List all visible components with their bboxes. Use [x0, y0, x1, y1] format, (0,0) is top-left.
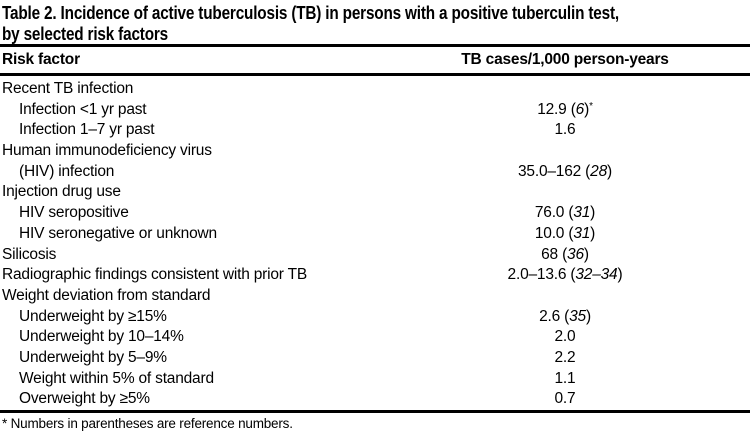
risk-factor-label: Overweight by ≥5%: [19, 390, 150, 408]
table-row: Silicosis 68 (36): [0, 245, 750, 266]
table-title-line-1: Table 2. Incidence of active tuberculosi…: [2, 3, 619, 23]
risk-factor-label: Underweight by 5–9%: [19, 348, 167, 366]
reference-number: 35: [569, 307, 586, 325]
rule-bottom: [0, 410, 750, 413]
table-row: HIV seropositive 76.0 (31): [0, 203, 750, 224]
risk-factor-label: Infection <1 yr past: [19, 100, 147, 118]
risk-factor-label: Injection drug use: [2, 183, 121, 201]
table-row: Underweight by 10–14% 2.0: [0, 327, 750, 348]
risk-factor-label: Radiographic findings consistent with pr…: [2, 266, 307, 284]
reference-number: 32–34: [575, 266, 618, 284]
rule-below-header: [0, 73, 750, 76]
footnote-marker: *: [589, 100, 593, 112]
risk-factor-label: Human immunodeficiency virus: [2, 142, 212, 160]
risk-factor-label: HIV seropositive: [19, 204, 129, 222]
table-row: HIV seronegative or unknown 10.0 (31): [0, 224, 750, 245]
table-row: (HIV) infection 35.0–162 (28): [0, 162, 750, 183]
tb-cases-value: 1.1: [554, 369, 576, 387]
table-row: Weight within 5% of standard 1.1: [0, 369, 750, 390]
risk-factor-label: Weight deviation from standard: [2, 286, 211, 304]
table-row: Infection <1 yr past 12.9 (6)*: [0, 100, 750, 121]
table-body: Recent TB infection Infection <1 yr past 1…: [0, 76, 750, 410]
risk-factor-label: (HIV) infection: [19, 162, 115, 180]
risk-factor-label: Underweight by ≥15%: [19, 307, 167, 325]
table-title: Table 2. Incidence of active tuberculosi…: [0, 0, 750, 44]
tb-cases-value: 2.2: [554, 348, 576, 366]
table-title-line-2: by selected risk factors: [2, 24, 169, 44]
column-header-tb-cases: TB cases/1,000 person-years: [461, 51, 669, 68]
table-row: Overweight by ≥5% 0.7: [0, 389, 750, 410]
risk-factor-label: Weight within 5% of standard: [19, 369, 214, 387]
reference-number: 36: [567, 245, 584, 263]
tb-cases-value: 2.6 (35): [539, 307, 591, 325]
risk-factor-label: Silicosis: [2, 245, 57, 263]
table-header-row: Risk factor TB cases/1,000 person-years: [0, 47, 750, 73]
column-header-risk-factor: Risk factor: [2, 51, 80, 68]
tb-cases-value: 0.7: [554, 390, 576, 408]
tb-cases-value: 1.6: [554, 121, 576, 139]
reference-number: 6: [575, 100, 585, 118]
rule-top: [0, 44, 750, 47]
tb-cases-value: 2.0–13.6 (32–34): [507, 266, 623, 284]
table-row: Underweight by ≥15% 2.6 (35): [0, 307, 750, 328]
table-row: Injection drug use: [0, 182, 750, 203]
table-row: Underweight by 5–9% 2.2: [0, 348, 750, 369]
table-row: Weight deviation from standard: [0, 286, 750, 307]
table-row: Infection 1–7 yr past 1.6: [0, 120, 750, 141]
risk-factor-label: Underweight by 10–14%: [19, 328, 184, 346]
reference-number: 28: [590, 162, 607, 180]
tb-cases-value: 2.0: [554, 328, 576, 346]
risk-factor-label: Infection 1–7 yr past: [19, 121, 155, 139]
risk-factor-label: HIV seronegative or unknown: [19, 224, 217, 242]
risk-factor-label: Recent TB infection: [2, 80, 134, 97]
table-row: Radiographic findings consistent with pr…: [0, 265, 750, 286]
tb-cases-value: 10.0 (31): [534, 224, 596, 242]
tb-cases-value: 12.9 (6)*: [537, 100, 593, 118]
table-row: Human immunodeficiency virus: [0, 141, 750, 162]
reference-number: 31: [573, 224, 591, 242]
tb-cases-value: 68 (36): [541, 245, 589, 263]
reference-number: 31: [573, 204, 591, 222]
tb-cases-value: 76.0 (31): [534, 204, 596, 222]
table-row: Recent TB infection: [0, 79, 750, 100]
tb-cases-value: 35.0–162 (28): [518, 162, 612, 180]
table-footnote: * Numbers in parentheses are reference n…: [2, 416, 293, 431]
